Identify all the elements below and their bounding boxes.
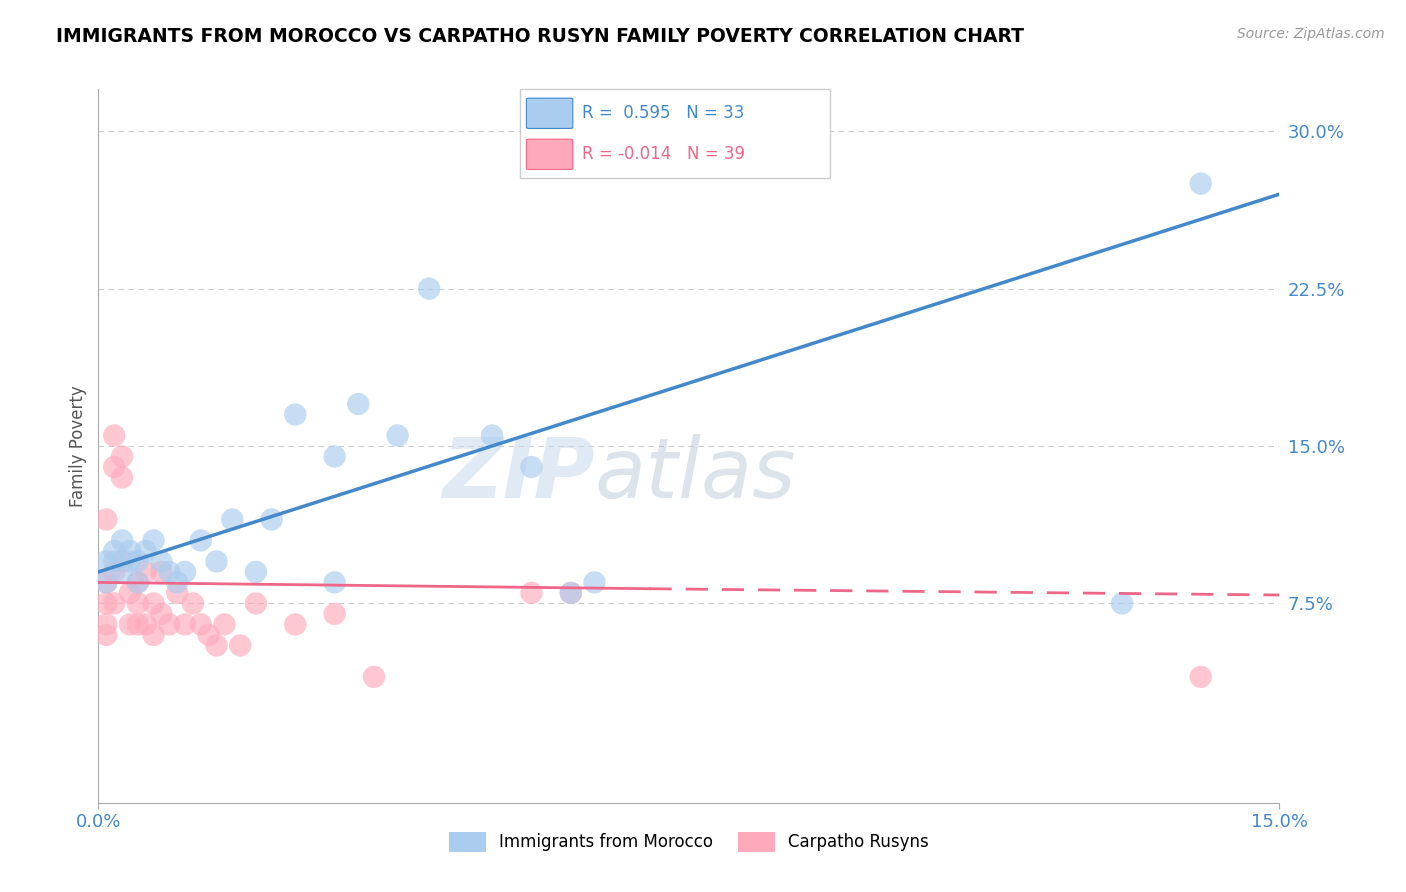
FancyBboxPatch shape: [526, 98, 572, 128]
Immigrants from Morocco: [190, 533, 212, 548]
Immigrants from Morocco: [1111, 596, 1133, 610]
Carpatho Rusyns: [166, 586, 188, 600]
Y-axis label: Family Poverty: Family Poverty: [69, 385, 87, 507]
Immigrants from Morocco: [111, 533, 134, 548]
Carpatho Rusyns: [135, 565, 157, 579]
Carpatho Rusyns: [520, 586, 543, 600]
Immigrants from Morocco: [560, 586, 582, 600]
Carpatho Rusyns: [96, 617, 118, 632]
Immigrants from Morocco: [111, 565, 134, 579]
Carpatho Rusyns: [127, 617, 149, 632]
Immigrants from Morocco: [481, 428, 503, 442]
Carpatho Rusyns: [150, 607, 173, 621]
Immigrants from Morocco: [520, 460, 543, 475]
Immigrants from Morocco: [245, 565, 267, 579]
Carpatho Rusyns: [103, 596, 125, 610]
Carpatho Rusyns: [127, 575, 149, 590]
Carpatho Rusyns: [118, 586, 141, 600]
Carpatho Rusyns: [205, 639, 228, 653]
Immigrants from Morocco: [221, 512, 243, 526]
Carpatho Rusyns: [103, 428, 125, 442]
Carpatho Rusyns: [142, 596, 165, 610]
Carpatho Rusyns: [1189, 670, 1212, 684]
Carpatho Rusyns: [181, 596, 204, 610]
Text: ZIP: ZIP: [441, 434, 595, 515]
Carpatho Rusyns: [142, 628, 165, 642]
FancyBboxPatch shape: [520, 89, 830, 178]
Immigrants from Morocco: [103, 544, 125, 558]
Carpatho Rusyns: [245, 596, 267, 610]
Carpatho Rusyns: [229, 639, 252, 653]
Carpatho Rusyns: [560, 586, 582, 600]
Immigrants from Morocco: [96, 554, 118, 568]
Carpatho Rusyns: [284, 617, 307, 632]
Carpatho Rusyns: [197, 628, 219, 642]
Carpatho Rusyns: [111, 470, 134, 484]
Immigrants from Morocco: [1189, 177, 1212, 191]
Legend: Immigrants from Morocco, Carpatho Rusyns: Immigrants from Morocco, Carpatho Rusyns: [443, 825, 935, 859]
Text: Source: ZipAtlas.com: Source: ZipAtlas.com: [1237, 27, 1385, 41]
Immigrants from Morocco: [166, 575, 188, 590]
Immigrants from Morocco: [118, 544, 141, 558]
Carpatho Rusyns: [190, 617, 212, 632]
Carpatho Rusyns: [127, 596, 149, 610]
Immigrants from Morocco: [323, 575, 346, 590]
Immigrants from Morocco: [284, 408, 307, 422]
Carpatho Rusyns: [96, 575, 118, 590]
Immigrants from Morocco: [103, 554, 125, 568]
Immigrants from Morocco: [583, 575, 606, 590]
Text: atlas: atlas: [595, 434, 796, 515]
Immigrants from Morocco: [150, 554, 173, 568]
Carpatho Rusyns: [157, 617, 180, 632]
Text: IMMIGRANTS FROM MOROCCO VS CARPATHO RUSYN FAMILY POVERTY CORRELATION CHART: IMMIGRANTS FROM MOROCCO VS CARPATHO RUSY…: [56, 27, 1024, 45]
Carpatho Rusyns: [135, 617, 157, 632]
Carpatho Rusyns: [96, 628, 118, 642]
Carpatho Rusyns: [118, 617, 141, 632]
FancyBboxPatch shape: [526, 139, 572, 169]
Immigrants from Morocco: [118, 554, 141, 568]
Text: R = -0.014   N = 39: R = -0.014 N = 39: [582, 145, 745, 163]
Immigrants from Morocco: [347, 397, 370, 411]
Immigrants from Morocco: [127, 575, 149, 590]
Immigrants from Morocco: [157, 565, 180, 579]
Immigrants from Morocco: [96, 575, 118, 590]
Carpatho Rusyns: [111, 554, 134, 568]
Carpatho Rusyns: [103, 460, 125, 475]
Carpatho Rusyns: [363, 670, 385, 684]
Immigrants from Morocco: [418, 282, 440, 296]
Immigrants from Morocco: [174, 565, 197, 579]
Immigrants from Morocco: [205, 554, 228, 568]
Immigrants from Morocco: [260, 512, 283, 526]
Immigrants from Morocco: [142, 533, 165, 548]
Text: R =  0.595   N = 33: R = 0.595 N = 33: [582, 104, 744, 122]
Carpatho Rusyns: [150, 565, 173, 579]
Carpatho Rusyns: [214, 617, 236, 632]
Carpatho Rusyns: [103, 565, 125, 579]
Carpatho Rusyns: [174, 617, 197, 632]
Immigrants from Morocco: [323, 450, 346, 464]
Carpatho Rusyns: [323, 607, 346, 621]
Carpatho Rusyns: [96, 596, 118, 610]
Carpatho Rusyns: [96, 512, 118, 526]
Immigrants from Morocco: [127, 554, 149, 568]
Immigrants from Morocco: [387, 428, 409, 442]
Carpatho Rusyns: [111, 450, 134, 464]
Immigrants from Morocco: [135, 544, 157, 558]
